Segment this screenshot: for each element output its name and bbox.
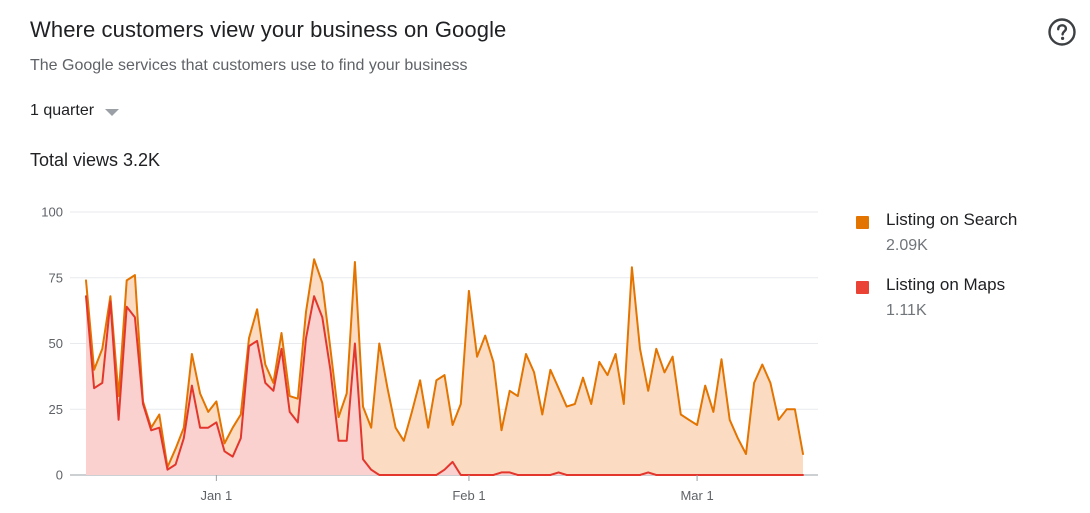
caret-down-icon xyxy=(105,108,120,116)
chart-areas xyxy=(86,259,803,475)
total-views-label: Total views xyxy=(30,150,119,170)
card-title: Where customers view your business on Go… xyxy=(30,17,507,42)
x-axis-ticks: Jan 1 Feb 1 Mar 1 xyxy=(200,475,714,503)
legend-value-maps: 1.11K xyxy=(886,302,927,319)
legend-swatch-search xyxy=(856,216,869,229)
legend-label-maps: Listing on Maps xyxy=(886,275,1006,294)
y-tick-label: 25 xyxy=(49,402,63,417)
y-tick-label: 50 xyxy=(49,336,63,351)
x-tick-label: Mar 1 xyxy=(680,488,713,503)
x-tick-label: Feb 1 xyxy=(452,488,485,503)
y-tick-label: 0 xyxy=(56,468,63,483)
series-area-maps xyxy=(86,296,803,475)
legend-label-search: Listing on Search xyxy=(886,210,1018,229)
views-area-chart: 0 25 50 75 100 Jan 1 Feb 1 Mar 1 xyxy=(41,205,818,503)
y-tick-label: 100 xyxy=(41,205,63,220)
help-icon[interactable] xyxy=(1047,17,1077,47)
total-views-value: 3.2K xyxy=(123,150,161,170)
legend-value-search: 2.09K xyxy=(886,237,928,254)
legend-swatch-maps xyxy=(856,281,869,294)
time-range-label: 1 quarter xyxy=(30,102,95,119)
x-tick-label: Jan 1 xyxy=(200,488,232,503)
series-line-search xyxy=(85,258,804,469)
series-line-maps xyxy=(85,295,804,476)
y-tick-label: 75 xyxy=(49,270,63,285)
total-views: Total views 3.2K xyxy=(30,150,160,171)
chart-lines xyxy=(85,258,804,476)
y-axis-ticks: 0 25 50 75 100 xyxy=(41,205,63,483)
card-subtitle: The Google services that customers use t… xyxy=(30,57,468,74)
time-range-dropdown[interactable]: 1 quarter xyxy=(30,102,120,120)
